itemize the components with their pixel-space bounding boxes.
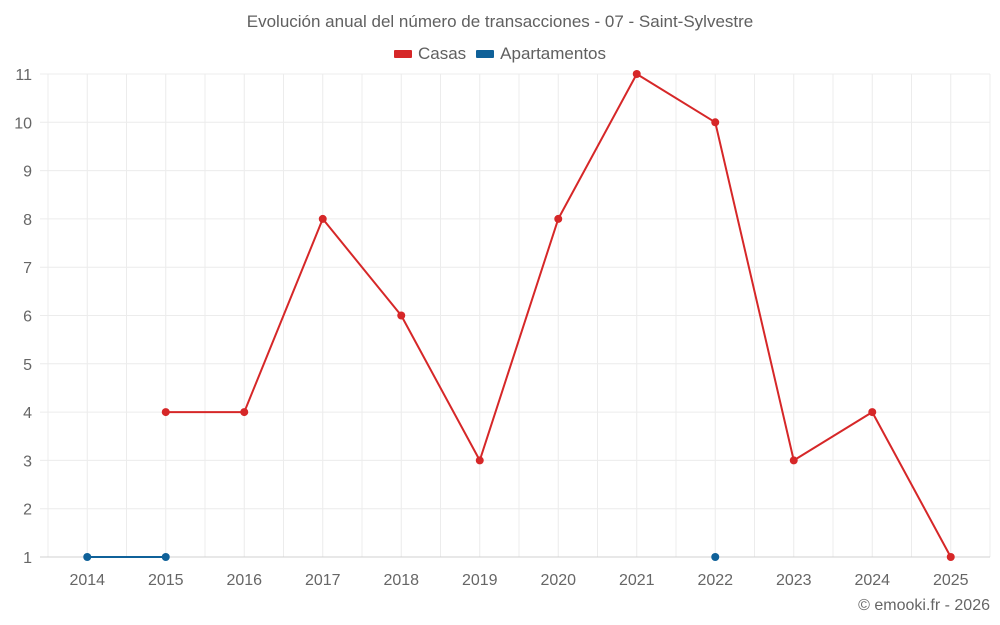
x-axis: 2014 2015 2016 2017 2018 2019 2020 2021 2022 2023…	[69, 572, 968, 589]
legend-label-casas: Casas	[417, 44, 467, 63]
series-layer	[83, 70, 955, 561]
data-point[interactable]	[161, 408, 170, 417]
data-point[interactable]	[711, 553, 720, 561]
data-point[interactable]	[946, 553, 955, 561]
x-tick-label: 2022	[697, 572, 733, 589]
data-point[interactable]	[240, 408, 249, 417]
x-tick-label: 2017	[305, 572, 341, 589]
data-point[interactable]	[475, 456, 484, 465]
x-tick-label: 2016	[226, 572, 262, 589]
casas-swatch-icon	[393, 50, 412, 58]
legend-item-apartamentos[interactable]: Apartamentos	[476, 44, 606, 64]
series-casas	[161, 70, 955, 561]
y-tick-label: 4	[23, 405, 32, 422]
credit-text: © emooki.fr - 2026	[858, 597, 990, 614]
series-apartamentos	[83, 553, 720, 561]
legend: Casas Apartamentos	[0, 44, 1000, 64]
y-tick-label: 11	[15, 67, 32, 84]
x-tick-label: 2015	[148, 572, 184, 589]
y-tick-label: 1	[23, 550, 32, 567]
y-tick-label: 8	[23, 212, 32, 229]
y-tick-label: 7	[23, 260, 32, 277]
data-point[interactable]	[161, 553, 170, 561]
y-tick-label: 5	[23, 357, 32, 374]
x-tick-label: 2018	[383, 572, 419, 589]
x-tick-label: 2020	[540, 572, 576, 589]
data-point[interactable]	[868, 408, 877, 417]
data-point[interactable]	[711, 118, 720, 127]
data-point[interactable]	[83, 553, 92, 561]
x-tick-label: 2024	[854, 572, 890, 589]
y-tick-label: 6	[23, 309, 32, 326]
data-point[interactable]	[397, 311, 406, 320]
data-point[interactable]	[632, 70, 641, 78]
x-tick-label: 2021	[619, 572, 655, 589]
legend-label-apartamentos: Apartamentos	[500, 44, 607, 63]
apartamentos-swatch-icon	[476, 50, 495, 58]
data-point[interactable]	[554, 214, 563, 223]
x-tick-label: 2025	[933, 572, 969, 589]
gridlines	[40, 73, 991, 558]
x-tick-label: 2019	[462, 572, 498, 589]
data-point[interactable]	[789, 456, 798, 465]
y-tick-label: 10	[14, 115, 32, 132]
data-point[interactable]	[318, 214, 327, 223]
y-tick-label: 2	[23, 502, 32, 519]
y-tick-label: 9	[23, 164, 32, 181]
legend-item-casas[interactable]: Casas	[393, 44, 467, 64]
y-tick-label: 3	[23, 453, 32, 470]
chart-title: Evolución anual del número de transaccio…	[246, 12, 754, 31]
x-tick-label: 2023	[776, 572, 812, 589]
x-tick-label: 2014	[69, 572, 105, 589]
y-axis: 1 2 3 4 5 6 7 8 9 10 11	[14, 67, 32, 567]
